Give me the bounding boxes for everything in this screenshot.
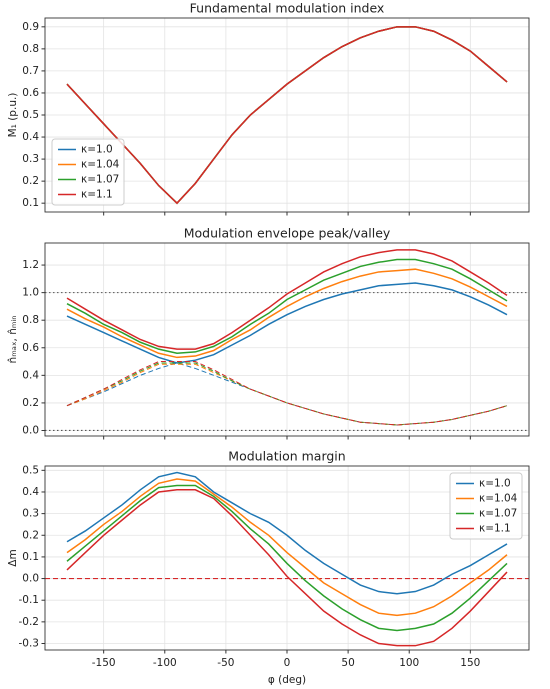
y-tick-label: 0.9: [22, 21, 39, 33]
chart-title: Modulation margin: [228, 449, 345, 464]
y-tick-label: 0.1: [22, 197, 39, 209]
x-axis-label: φ (deg): [268, 674, 306, 686]
legend-box: [449, 472, 523, 540]
line-series: [66, 268, 508, 359]
legend-label: κ=1.04: [479, 493, 518, 505]
y-tick-label: 1.0: [22, 287, 39, 299]
x-tick-label: -50: [217, 657, 234, 669]
y-tick-label: -0.2: [19, 616, 40, 628]
axes-frame: [44, 17, 530, 213]
line-series: [66, 478, 508, 617]
axes-frame: [44, 242, 530, 437]
y-tick-label: 0.4: [22, 131, 39, 143]
y-tick-label: 0.7: [22, 65, 39, 77]
y-tick-label: 0.2: [22, 529, 39, 541]
axes-frame: [44, 465, 530, 651]
line-series: [66, 26, 508, 205]
legend-label: κ=1.1: [479, 523, 511, 535]
y-tick-label: -0.3: [19, 638, 40, 650]
x-tick-label: 0: [284, 657, 291, 669]
x-tick-label: 50: [341, 657, 354, 669]
legend-label: κ=1.07: [81, 174, 119, 186]
line-series: [66, 249, 508, 350]
legend-label: κ=1.0: [81, 144, 113, 156]
legend-label: κ=1.1: [81, 189, 113, 201]
y-tick-label: 0.3: [22, 153, 39, 165]
y-tick-label: 0.5: [22, 464, 39, 476]
y-tick-label: 0.8: [22, 314, 39, 326]
y-tick-label: 0.0: [22, 573, 39, 585]
line-series: [66, 258, 508, 355]
y-axis-label: n̂ₘₐₓ, n̂ₘᵢₙ: [7, 316, 19, 364]
y-tick-label: 0.2: [22, 175, 39, 187]
line-series: [66, 471, 508, 595]
x-tick-label: -100: [153, 657, 177, 669]
legend-box: [51, 138, 125, 206]
y-tick-label: 0.5: [22, 109, 39, 121]
y-axis-label: M₁ (p.u.): [7, 93, 19, 138]
line-series: [66, 282, 508, 364]
y-tick-label: 0.3: [22, 508, 39, 520]
line-series: [66, 361, 508, 426]
legend: κ=1.0 κ=1.04 κ=1.07 κ=1.1: [51, 138, 125, 206]
y-axis-label: Δm: [7, 549, 19, 566]
line-series: [66, 489, 508, 647]
line-series: [66, 484, 508, 632]
y-tick-label: 0.4: [22, 486, 39, 498]
legend: κ=1.0 κ=1.04 κ=1.07 κ=1.1: [449, 472, 523, 540]
y-tick-label: 0.4: [22, 369, 39, 381]
legend-label: κ=1.04: [81, 159, 120, 171]
chart-title: Modulation envelope peak/valley: [184, 226, 391, 241]
y-tick-label: 0.1: [22, 551, 39, 563]
x-tick-label: -150: [92, 657, 116, 669]
y-tick-label: 0.6: [22, 342, 39, 354]
y-tick-label: 0.2: [22, 397, 39, 409]
y-tick-label: 1.2: [22, 259, 39, 271]
y-tick-label: 0.8: [22, 43, 39, 55]
y-tick-label: -0.1: [19, 594, 40, 606]
y-tick-label: 0.6: [22, 87, 39, 99]
y-tick-label: 0.0: [22, 424, 39, 436]
legend-label: κ=1.07: [479, 508, 517, 520]
x-tick-label: 150: [460, 657, 480, 669]
legend-label: κ=1.0: [479, 478, 511, 490]
chart-title: Fundamental modulation index: [190, 1, 385, 16]
x-tick-label: 100: [399, 657, 419, 669]
